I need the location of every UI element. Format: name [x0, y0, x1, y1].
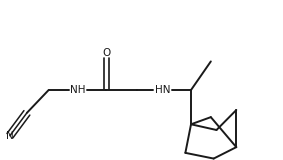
Text: NH: NH	[70, 85, 85, 95]
Text: HN: HN	[155, 85, 170, 95]
Text: N: N	[6, 131, 14, 141]
Text: O: O	[102, 48, 110, 58]
